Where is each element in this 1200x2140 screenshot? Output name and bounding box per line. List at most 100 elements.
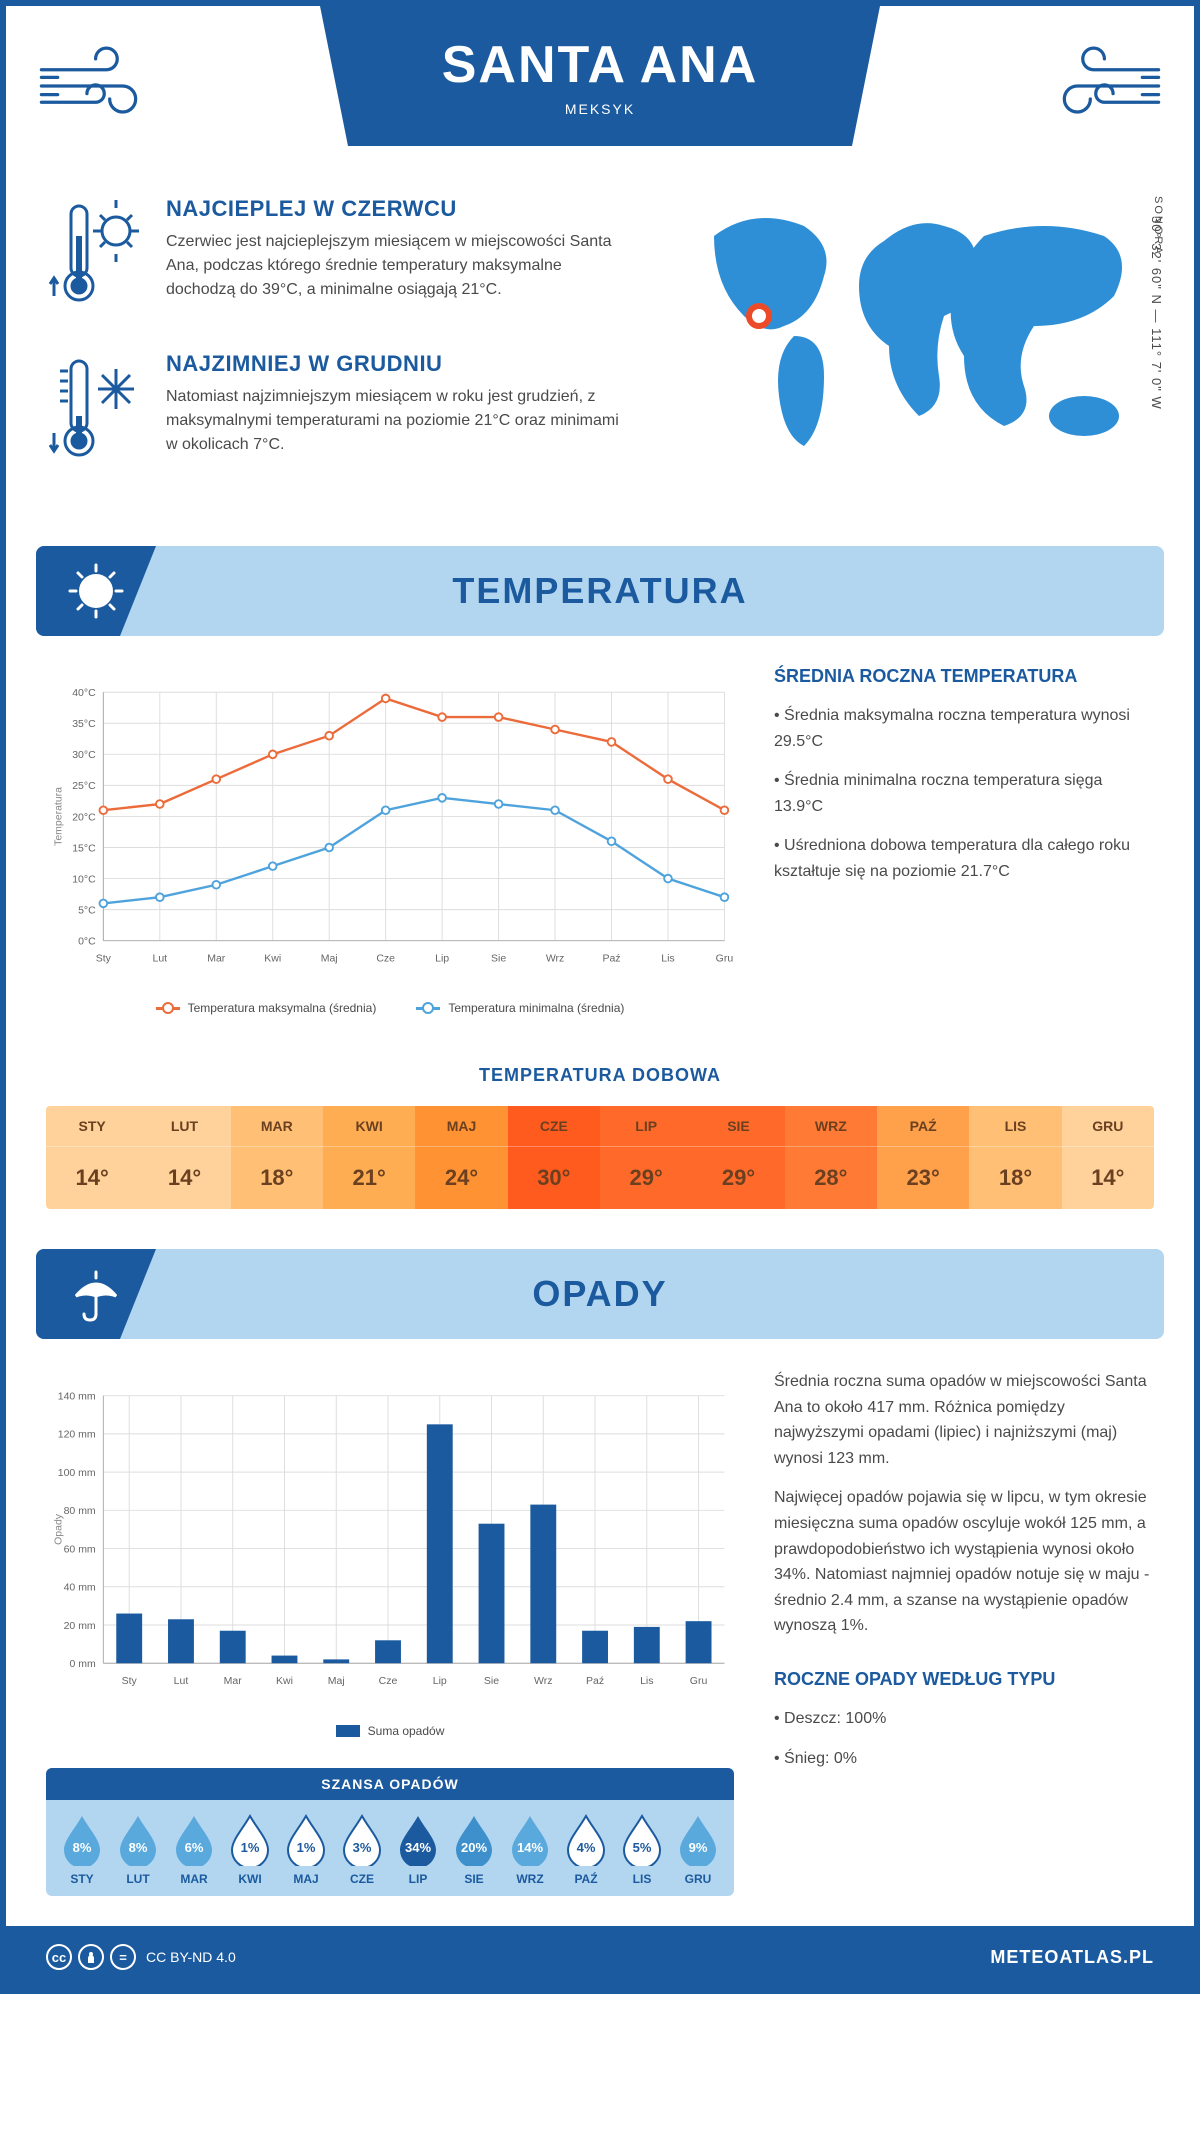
temp-table-value: 18° xyxy=(231,1147,323,1209)
temperature-section-header: TEMPERATURA xyxy=(36,546,1164,636)
temp-table-column: PAŹ23° xyxy=(877,1106,969,1209)
chance-month-label: KWI xyxy=(224,1872,276,1886)
cc-icon: cc xyxy=(46,1944,72,1970)
svg-text:100 mm: 100 mm xyxy=(58,1467,96,1479)
temp-table-value: 14° xyxy=(1062,1147,1154,1209)
chance-droplet-cell: 8% STY xyxy=(56,1814,108,1886)
temp-table-month: LUT xyxy=(138,1106,230,1147)
temp-table-value: 24° xyxy=(415,1147,507,1209)
hottest-month-block: NAJCIEPLEJ W CZERWCU Czerwiec jest najci… xyxy=(46,196,634,321)
svg-text:Mar: Mar xyxy=(207,953,226,965)
temp-info-item: Średnia minimalna roczna temperatura się… xyxy=(774,768,1154,819)
temp-table-month: GRU xyxy=(1062,1106,1154,1147)
svg-text:20°C: 20°C xyxy=(72,811,96,823)
droplet-icon: 20% xyxy=(452,1814,496,1866)
umbrella-icon xyxy=(66,1264,126,1324)
temp-table-value: 29° xyxy=(600,1147,692,1209)
svg-text:Paź: Paź xyxy=(602,953,620,965)
cc-icons: cc = xyxy=(46,1944,136,1970)
precip-by-type-title: ROCZNE OPADY WEDŁUG TYPU xyxy=(774,1669,1154,1690)
svg-text:Wrz: Wrz xyxy=(546,953,564,965)
droplet-icon: 1% xyxy=(284,1814,328,1866)
chance-droplet-cell: 5% LIS xyxy=(616,1814,668,1886)
precip-info-p2: Najwięcej opadów pojawia się w lipcu, w … xyxy=(774,1485,1154,1639)
svg-text:5%: 5% xyxy=(633,1840,652,1855)
droplet-icon: 34% xyxy=(396,1814,440,1866)
legend-precip: Suma opadów xyxy=(336,1724,445,1738)
svg-text:Gru: Gru xyxy=(690,1675,708,1687)
coldest-text: Natomiast najzimniejszym miesiącem w rok… xyxy=(166,385,634,457)
svg-text:120 mm: 120 mm xyxy=(58,1429,96,1441)
temp-table-column: GRU14° xyxy=(1062,1106,1154,1209)
svg-text:Maj: Maj xyxy=(321,953,338,965)
svg-text:Gru: Gru xyxy=(716,953,734,965)
temperature-line-chart: 0°C5°C10°C15°C20°C25°C30°C35°C40°CStyLut… xyxy=(46,666,734,1015)
temp-table-value: 30° xyxy=(508,1147,600,1209)
thermometer-hot-icon xyxy=(46,196,146,316)
svg-text:8%: 8% xyxy=(73,1840,92,1855)
chance-month-label: LUT xyxy=(112,1872,164,1886)
temp-table-column: MAR18° xyxy=(231,1106,323,1209)
svg-text:40 mm: 40 mm xyxy=(64,1582,96,1594)
temp-info-title: ŚREDNIA ROCZNA TEMPERATURA xyxy=(774,666,1154,687)
droplet-icon: 5% xyxy=(620,1814,664,1866)
svg-text:Opady: Opady xyxy=(52,1513,64,1545)
temperature-summary: ŚREDNIA ROCZNA TEMPERATURA Średnia maksy… xyxy=(774,666,1154,1015)
legend-min-temp: Temperatura minimalna (średnia) xyxy=(416,1001,624,1015)
temp-table-month: PAŹ xyxy=(877,1106,969,1147)
city-title: SANTA ANA xyxy=(442,35,759,95)
temp-table-month: MAR xyxy=(231,1106,323,1147)
svg-text:Lut: Lut xyxy=(152,953,167,965)
svg-text:Sie: Sie xyxy=(491,953,506,965)
temp-table-value: 21° xyxy=(323,1147,415,1209)
svg-text:Maj: Maj xyxy=(328,1675,345,1687)
svg-text:Lis: Lis xyxy=(640,1675,653,1687)
precip-type-item: Deszcz: 100% xyxy=(774,1706,1154,1732)
chance-month-label: LIP xyxy=(392,1872,444,1886)
svg-text:4%: 4% xyxy=(577,1840,596,1855)
intro-section: NAJCIEPLEJ W CZERWCU Czerwiec jest najci… xyxy=(6,176,1194,536)
temp-info-item: Uśredniona dobowa temperatura dla całego… xyxy=(774,833,1154,884)
page-header: SANTA ANA MEKSYK xyxy=(6,6,1194,176)
by-icon xyxy=(78,1944,104,1970)
svg-text:80 mm: 80 mm xyxy=(64,1505,96,1517)
coldest-title: NAJZIMNIEJ W GRUDNIU xyxy=(166,351,634,377)
hottest-text: Czerwiec jest najcieplejszym miesiącem w… xyxy=(166,230,634,302)
coordinates-label: 30° 32' 60" N — 111° 7' 0" W xyxy=(1149,216,1164,410)
temp-table-column: LIS18° xyxy=(969,1106,1061,1209)
chance-month-label: CZE xyxy=(336,1872,388,1886)
temp-table-month: STY xyxy=(46,1106,138,1147)
svg-text:Kwi: Kwi xyxy=(264,953,281,965)
temp-table-value: 14° xyxy=(138,1147,230,1209)
temp-table-month: CZE xyxy=(508,1106,600,1147)
svg-text:Cze: Cze xyxy=(379,1675,398,1687)
chance-droplet-cell: 8% LUT xyxy=(112,1814,164,1886)
country-subtitle: MEKSYK xyxy=(565,101,635,117)
temp-table-month: LIS xyxy=(969,1106,1061,1147)
wind-icon xyxy=(1034,36,1164,136)
chance-droplet-cell: 6% MAR xyxy=(168,1814,220,1886)
chance-month-label: GRU xyxy=(672,1872,724,1886)
precipitation-chance-panel: SZANSA OPADÓW 8% STY 8% LUT 6% MAR 1% KW… xyxy=(46,1768,734,1896)
temp-table-value: 29° xyxy=(692,1147,784,1209)
thermometer-cold-icon xyxy=(46,351,146,471)
chance-droplet-cell: 3% CZE xyxy=(336,1814,388,1886)
droplet-icon: 1% xyxy=(228,1814,272,1866)
coldest-month-block: NAJZIMNIEJ W GRUDNIU Natomiast najzimnie… xyxy=(46,351,634,476)
droplet-icon: 4% xyxy=(564,1814,608,1866)
daily-temperature-table: STY14°LUT14°MAR18°KWI21°MAJ24°CZE30°LIP2… xyxy=(46,1106,1154,1209)
temp-table-month: KWI xyxy=(323,1106,415,1147)
svg-text:Kwi: Kwi xyxy=(276,1675,293,1687)
svg-text:Paź: Paź xyxy=(586,1675,604,1687)
droplet-icon: 3% xyxy=(340,1814,384,1866)
temp-table-value: 28° xyxy=(785,1147,877,1209)
license-label: CC BY-ND 4.0 xyxy=(146,1949,236,1965)
svg-text:20 mm: 20 mm xyxy=(64,1620,96,1632)
world-map-icon xyxy=(674,196,1154,476)
chance-month-label: PAŹ xyxy=(560,1872,612,1886)
svg-text:Sie: Sie xyxy=(484,1675,499,1687)
precipitation-summary: Średnia roczna suma opadów w miejscowośc… xyxy=(774,1369,1154,1896)
chance-droplet-cell: 34% LIP xyxy=(392,1814,444,1886)
precip-info-p1: Średnia roczna suma opadów w miejscowośc… xyxy=(774,1369,1154,1471)
temp-table-month: WRZ xyxy=(785,1106,877,1147)
